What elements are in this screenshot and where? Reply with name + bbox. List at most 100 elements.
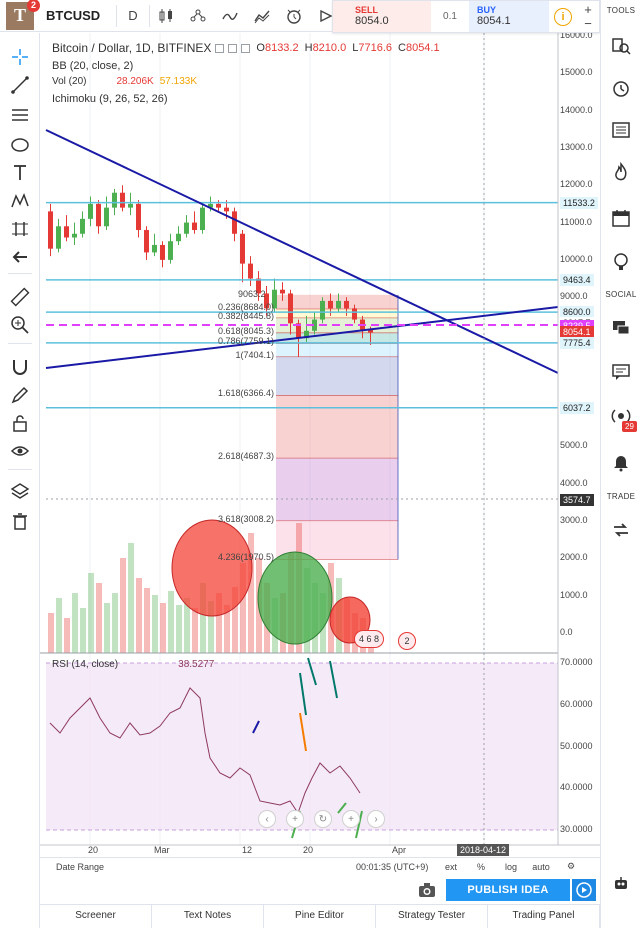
zoom-out-button[interactable]: + xyxy=(286,810,304,828)
rsi-axis-tick: 70.0000 xyxy=(560,657,593,667)
camera-icon[interactable] xyxy=(418,882,436,898)
rsi-axis-tick: 40.0000 xyxy=(560,782,593,793)
symbol-title[interactable]: Bitcoin / Dollar, 1D, BITFINEX xyxy=(52,41,212,55)
minus-icon[interactable]: − xyxy=(584,15,592,31)
ruler-icon[interactable] xyxy=(8,285,32,309)
trash-icon[interactable] xyxy=(8,509,32,533)
symbol-search[interactable]: BTCUSD xyxy=(46,8,101,23)
crosshair-icon[interactable] xyxy=(8,45,32,69)
eye-icon[interactable] xyxy=(8,439,32,463)
log-toggle[interactable]: log xyxy=(504,861,517,872)
sell-button[interactable]: SELL 8054.0 xyxy=(333,1,431,32)
price-tag: 8054.1 xyxy=(560,326,594,339)
play-icon xyxy=(576,882,592,898)
alarm-clock-icon[interactable] xyxy=(609,76,633,100)
ext-toggle[interactable]: ext xyxy=(444,861,457,872)
date-tick-4: Apr xyxy=(392,845,407,855)
compare-icon[interactable] xyxy=(182,0,214,32)
candle-body xyxy=(120,192,125,208)
buy-button[interactable]: BUY 8054.1 xyxy=(469,1,549,32)
auto-toggle[interactable]: auto xyxy=(532,861,550,872)
alert-icon[interactable] xyxy=(278,0,310,32)
trend-line-icon[interactable] xyxy=(8,73,32,97)
economic-events-flag-2[interactable]: 2 xyxy=(398,632,416,650)
ellipse-shape-icon[interactable] xyxy=(8,133,32,157)
reset-chart-button[interactable]: ↻ xyxy=(314,810,332,828)
rsi-marker-green-2 xyxy=(355,810,363,839)
notifications-bell-icon[interactable] xyxy=(609,450,633,474)
candle-body xyxy=(144,230,149,253)
volume-ellipse-green xyxy=(257,551,333,645)
candle-body xyxy=(336,300,341,309)
app-logo[interactable]: T 2 xyxy=(6,0,40,30)
price-chart[interactable] xyxy=(40,33,600,857)
quantity-stepper[interactable]: + − xyxy=(577,1,599,32)
publish-video-button[interactable] xyxy=(572,879,596,901)
legend-close-icon[interactable] xyxy=(241,43,251,53)
date-tick-2: 12 xyxy=(242,845,253,855)
legend-hide-icon[interactable] xyxy=(228,43,238,53)
sell-label: SELL xyxy=(355,5,379,15)
calendar-icon[interactable] xyxy=(609,206,633,230)
tab-text-notes[interactable]: Text Notes xyxy=(152,905,264,928)
support-robot-icon[interactable] xyxy=(609,872,633,896)
date-range-button[interactable]: Date Range xyxy=(56,861,105,872)
percent-toggle[interactable]: % xyxy=(476,861,485,872)
price-tag: 3574.7 xyxy=(560,493,594,506)
text-tool-icon[interactable] xyxy=(8,161,32,185)
price-axis-tick: 9000.0 xyxy=(560,291,588,302)
lock-icon[interactable] xyxy=(8,411,32,435)
candles-style-icon[interactable] xyxy=(150,0,182,32)
tab-strategy-tester[interactable]: Strategy Tester xyxy=(376,905,488,928)
legend-rsi[interactable]: RSI (14, close) 38.5277 xyxy=(52,659,214,670)
replay-icon[interactable] xyxy=(310,0,342,32)
drawing-mode-icon[interactable] xyxy=(8,383,32,407)
scroll-right-button[interactable]: › xyxy=(367,810,385,828)
settings-gear-icon[interactable]: ⚙ xyxy=(566,861,576,871)
tab-pine-editor[interactable]: Pine Editor xyxy=(264,905,376,928)
fib-zone xyxy=(276,343,398,357)
volume-bar xyxy=(144,588,150,653)
trading-arrows-icon[interactable] xyxy=(609,518,633,542)
legend-volume[interactable]: Vol (20) 28.206K 57.133K xyxy=(52,76,197,87)
zoom-in-icon[interactable] xyxy=(8,313,32,337)
hotlist-flame-icon[interactable] xyxy=(609,160,633,184)
price-axis-tick: 15000.0 xyxy=(560,67,593,78)
candle-body xyxy=(80,218,85,234)
messages-icon[interactable] xyxy=(609,360,633,384)
tab-trading-panel[interactable]: Trading Panel xyxy=(488,905,600,928)
prediction-tool-icon[interactable] xyxy=(8,217,32,241)
indicators-icon[interactable] xyxy=(214,0,246,32)
legend-settings-icon[interactable] xyxy=(215,43,225,53)
chart-bottom-bar: Date Range 00:01:35 (UTC+9) ext % log au… xyxy=(40,857,600,875)
vol-label: Vol (20) xyxy=(52,76,87,87)
fib-level-label: 0.382(8445.8) xyxy=(217,310,274,321)
templates-icon[interactable] xyxy=(246,0,278,32)
volume-bar xyxy=(168,591,174,653)
chats-icon[interactable] xyxy=(609,316,633,340)
legend-bb[interactable]: BB (20, close, 2) xyxy=(52,60,133,72)
watchlist-icon[interactable] xyxy=(609,34,633,58)
horizontal-lines-icon[interactable] xyxy=(8,103,32,127)
candle-body xyxy=(160,244,165,260)
volume-bar xyxy=(136,578,142,653)
news-bulb-icon[interactable] xyxy=(609,250,633,274)
tab-screener[interactable]: Screener xyxy=(40,905,152,928)
back-arrow-icon[interactable] xyxy=(8,245,32,269)
pattern-tool-icon[interactable] xyxy=(8,189,32,213)
price-axis-tick: 12000.0 xyxy=(560,179,593,190)
legend-ichimoku[interactable]: Ichimoku (9, 26, 52, 26) xyxy=(52,93,168,105)
plus-icon[interactable]: + xyxy=(584,1,592,17)
timezone[interactable]: (UTC+9) xyxy=(393,861,429,872)
magnet-icon[interactable] xyxy=(8,355,32,379)
data-window-icon[interactable] xyxy=(609,118,633,142)
layers-icon[interactable] xyxy=(8,479,32,503)
publish-idea-button[interactable]: PUBLISH IDEA xyxy=(446,879,570,901)
interval-button[interactable]: D xyxy=(128,8,138,23)
price-axis-tick: 5000.0 xyxy=(560,440,588,451)
trade-info-button[interactable]: i xyxy=(549,1,577,32)
logo-letter: T xyxy=(13,5,26,25)
scroll-left-button[interactable]: ‹ xyxy=(258,810,276,828)
economic-events-flag[interactable]: 4 6 8 xyxy=(354,630,384,648)
zoom-in-button[interactable]: + xyxy=(342,810,360,828)
